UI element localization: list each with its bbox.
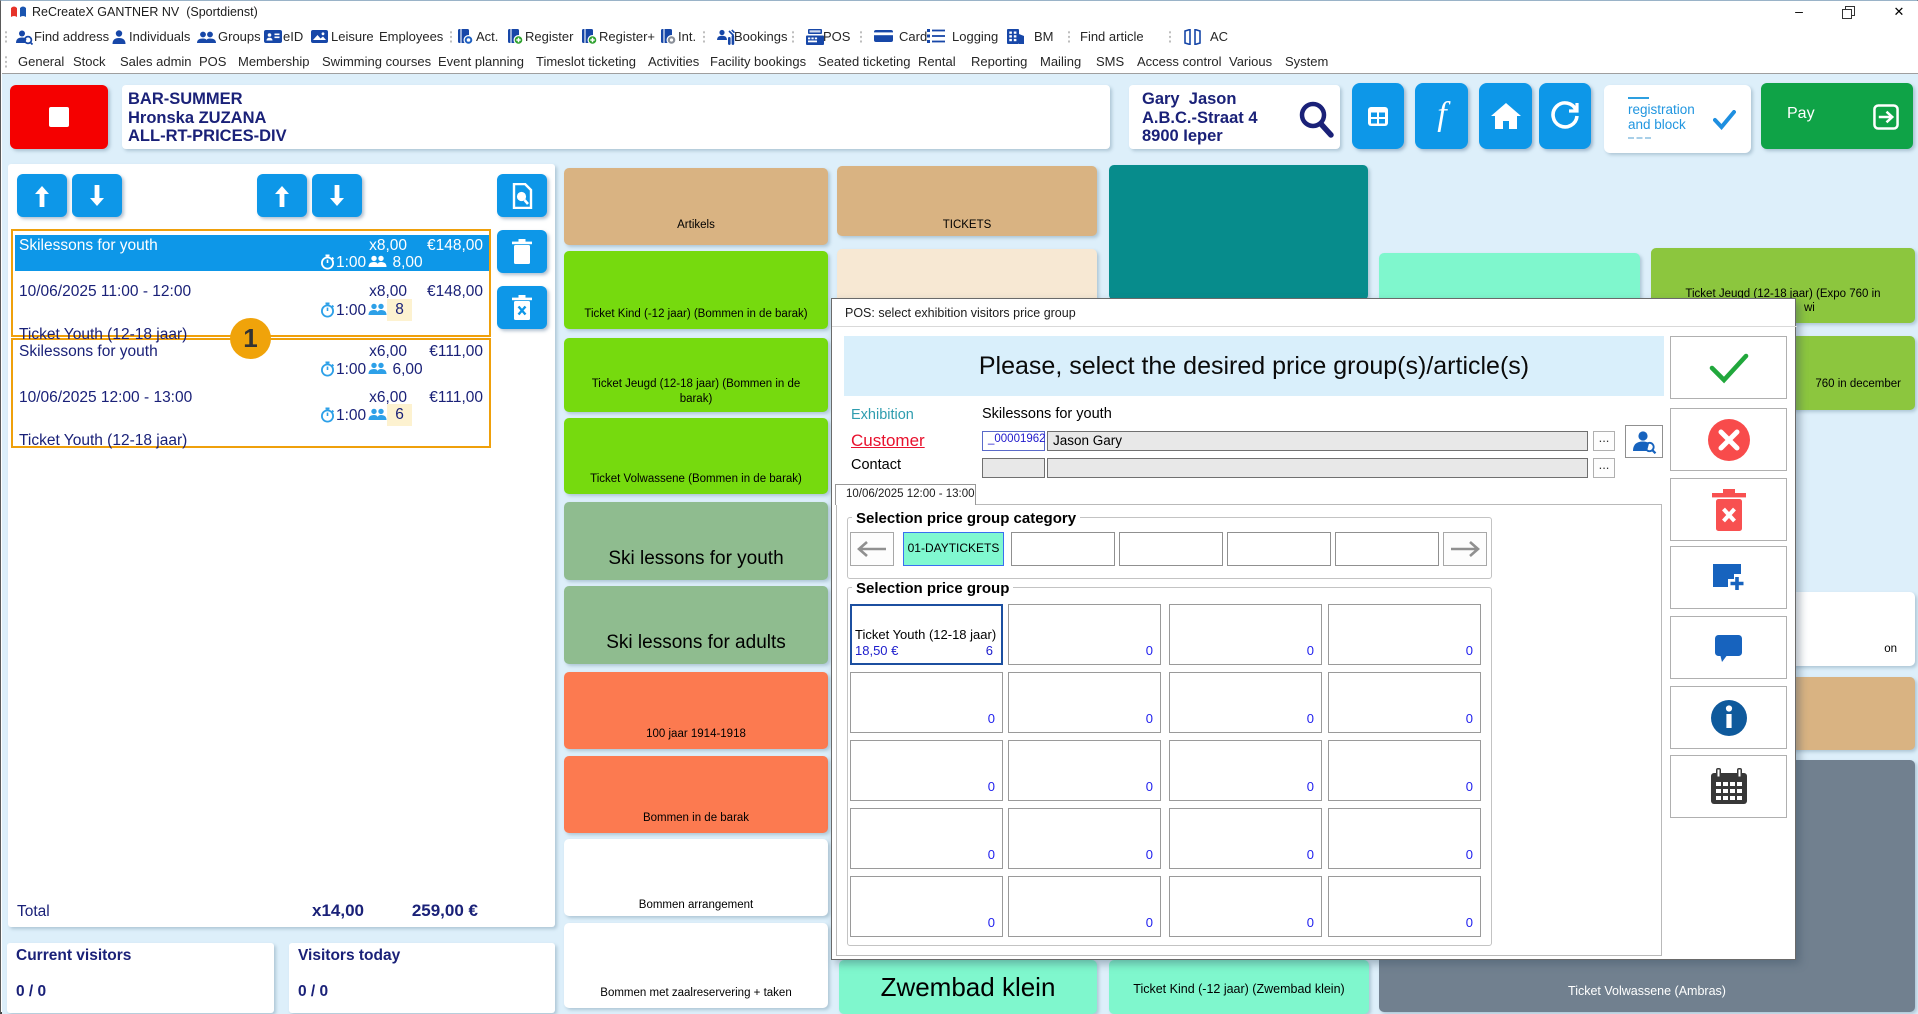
svg-text:f: f bbox=[1437, 99, 1451, 133]
